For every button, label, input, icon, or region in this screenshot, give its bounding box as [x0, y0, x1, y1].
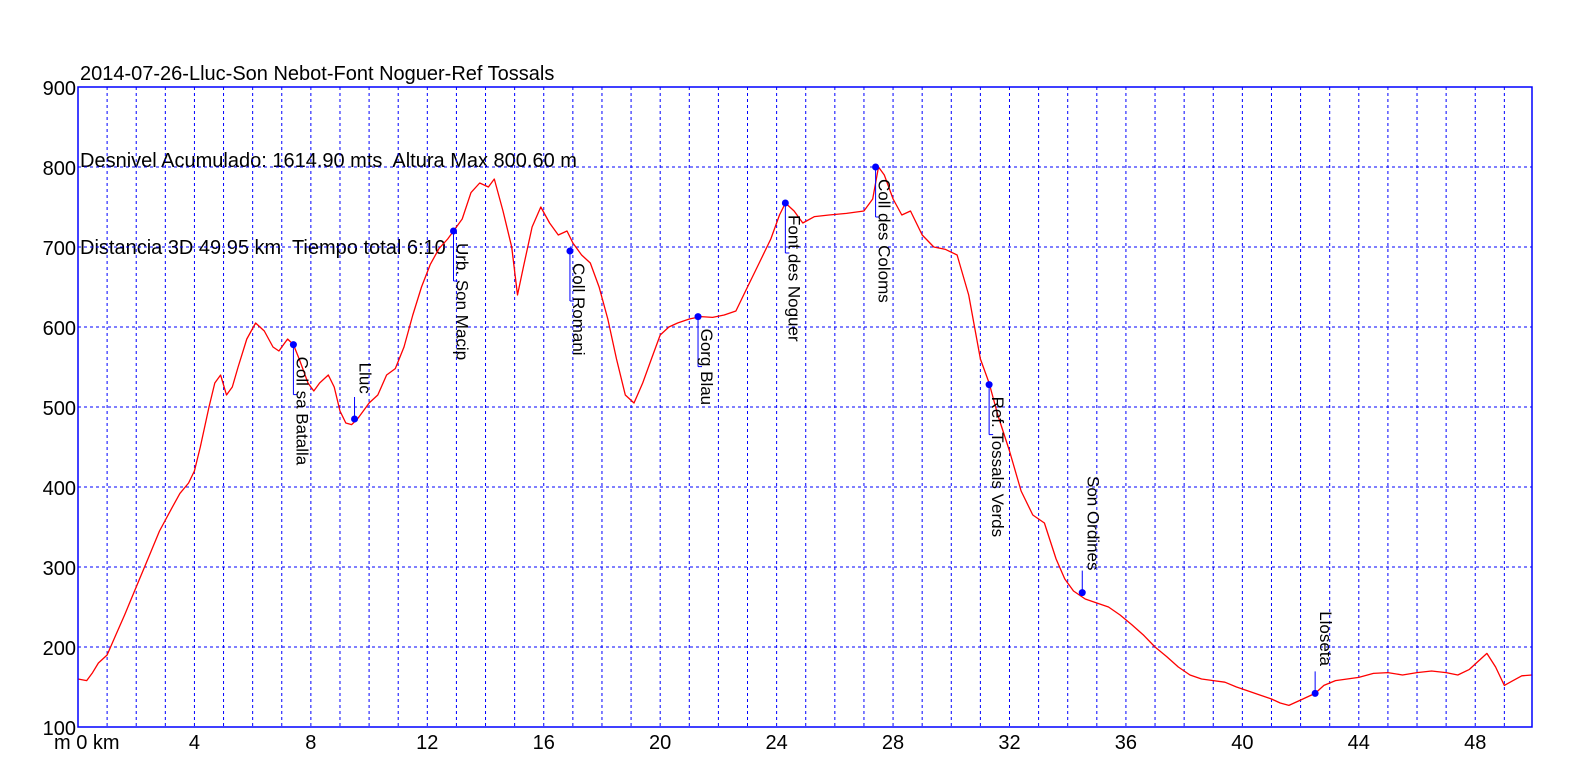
waypoint-marker: Lloseta [1311, 611, 1335, 697]
x-tick-label: 20 [649, 732, 671, 754]
profile-line-group [77, 166, 1533, 707]
waypoint-label: Son Ordines [1083, 476, 1102, 571]
waypoint-label: Lluc [356, 363, 375, 395]
waypoint-marker: Coll Romani [566, 247, 588, 356]
x-tick-label: 48 [1464, 732, 1486, 754]
x-tick-label: 40 [1231, 732, 1253, 754]
waypoint-dot [566, 247, 574, 255]
x-tick-label: 36 [1115, 732, 1137, 754]
y-tick-label: 900 [43, 78, 76, 100]
plot-frame [77, 86, 1533, 728]
waypoint-label: Lloseta [1316, 611, 1335, 666]
waypoint-dot [694, 313, 702, 321]
x-tick-label: 28 [882, 732, 904, 754]
x-tick-label: 12 [416, 732, 438, 754]
x-tick-label: m 0 km [54, 732, 120, 754]
x-tick-label: 44 [1348, 732, 1370, 754]
waypoint-dot [985, 381, 993, 389]
title-line-distance: Distancia 3D 49.95 km Tiempo total 6:10 [80, 237, 446, 259]
y-tick-label: 600 [43, 318, 76, 340]
waypoint-marker: Ref. Tossals Verds [985, 381, 1007, 537]
waypoint-marker: Gorg Blau [694, 313, 716, 406]
waypoints-group: Coll sa Batalla Lluc Urb. Son Macip Coll Ro… [289, 163, 1335, 697]
x-tick-label: 24 [765, 732, 787, 754]
x-tick-label: 4 [189, 732, 200, 754]
title-line-route: 2014-07-26-Lluc-Son Nebot-Font Noguer-Re… [80, 63, 555, 85]
y-tick-label: 500 [43, 398, 76, 420]
waypoint-label: Coll des Coloms [875, 179, 894, 303]
y-tick-label: 400 [43, 478, 76, 500]
waypoint-marker: Son Ordines [1078, 476, 1102, 597]
waypoint-label: Gorg Blau [697, 329, 716, 406]
y-tick-label: 100 [43, 718, 76, 740]
waypoint-dot [1078, 589, 1086, 597]
y-tick-label: 700 [43, 238, 76, 260]
waypoint-dot [872, 163, 880, 171]
waypoint-marker: Coll des Coloms [872, 163, 894, 303]
waypoint-dot [1311, 689, 1319, 697]
waypoint-dot [289, 341, 297, 349]
waypoint-dot [781, 199, 789, 207]
waypoint-label: Coll Romani [569, 263, 588, 356]
elevation-profile-line [77, 166, 1533, 707]
y-tick-label: 200 [43, 638, 76, 660]
waypoint-marker: Coll sa Batalla [289, 341, 311, 466]
waypoint-dot [351, 415, 359, 423]
waypoint-marker: Urb. Son Macip [450, 227, 472, 360]
x-tick-label: 8 [305, 732, 316, 754]
waypoint-marker: Font des Noguer [781, 199, 803, 342]
waypoint-label: Coll sa Batalla [292, 357, 311, 466]
y-tick-label: 300 [43, 558, 76, 580]
x-tick-label: 16 [533, 732, 555, 754]
waypoint-label: Ref. Tossals Verds [988, 397, 1007, 537]
waypoint-label: Font des Noguer [784, 215, 803, 342]
grid-lines [78, 87, 1532, 727]
waypoint-dot [450, 227, 458, 235]
y-tick-label: 800 [43, 158, 76, 180]
waypoint-marker: Lluc [351, 363, 375, 423]
waypoint-label: Urb. Son Macip [453, 243, 472, 360]
x-tick-label: 32 [998, 732, 1020, 754]
